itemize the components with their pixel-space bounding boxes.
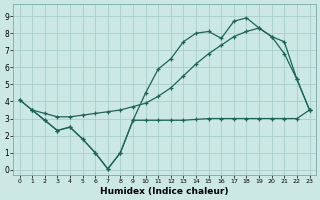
X-axis label: Humidex (Indice chaleur): Humidex (Indice chaleur) [100, 187, 229, 196]
